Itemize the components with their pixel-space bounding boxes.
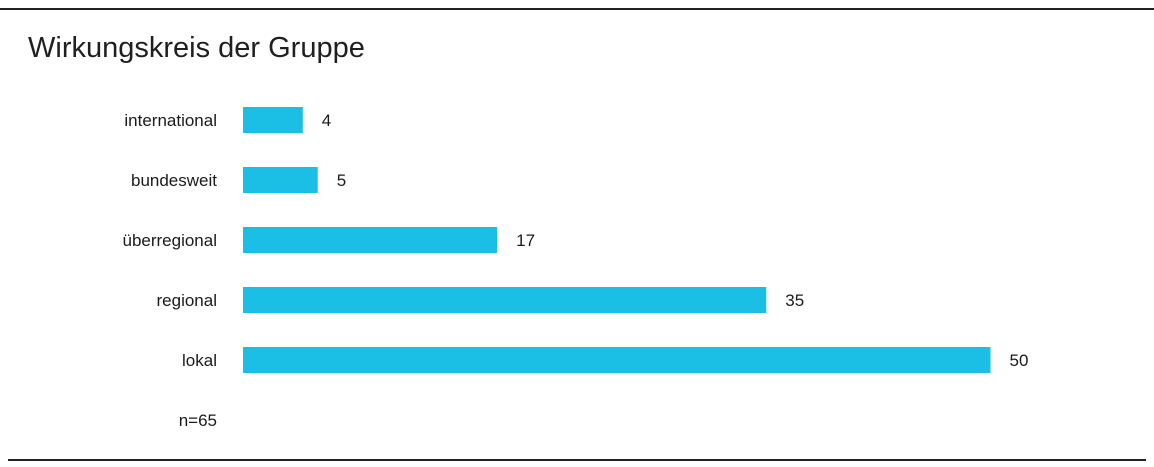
- bar: [243, 167, 318, 193]
- bar: [243, 227, 498, 253]
- sample-size-note: n=65: [179, 411, 217, 430]
- bottom-rule: [8, 459, 1146, 461]
- bar: [243, 347, 991, 373]
- value-label: 50: [1010, 351, 1029, 370]
- bar: [243, 287, 767, 313]
- category-label: international: [124, 111, 217, 130]
- category-label: regional: [157, 291, 218, 310]
- category-label: lokal: [182, 351, 217, 370]
- value-label: 5: [337, 171, 346, 190]
- category-label: bundesweit: [131, 171, 217, 190]
- value-label: 17: [516, 231, 535, 250]
- value-label: 35: [785, 291, 804, 310]
- bar: [243, 107, 303, 133]
- top-rule: [0, 8, 1154, 10]
- chart-title: Wirkungskreis der Gruppe: [28, 32, 365, 64]
- value-label: 4: [322, 111, 331, 130]
- category-label: überregional: [122, 231, 217, 250]
